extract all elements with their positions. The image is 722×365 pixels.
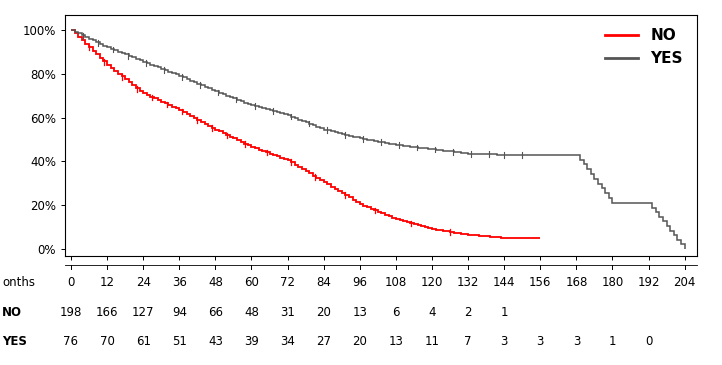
Text: 43: 43 bbox=[208, 335, 223, 348]
Text: 60: 60 bbox=[244, 276, 259, 289]
Text: 3: 3 bbox=[500, 335, 508, 348]
Text: 27: 27 bbox=[316, 335, 331, 348]
Text: 7: 7 bbox=[464, 335, 472, 348]
Text: 1: 1 bbox=[500, 306, 508, 319]
Text: 3: 3 bbox=[573, 335, 580, 348]
Text: 0: 0 bbox=[645, 335, 652, 348]
Text: 120: 120 bbox=[421, 276, 443, 289]
Text: 31: 31 bbox=[280, 306, 295, 319]
Text: 4: 4 bbox=[428, 306, 436, 319]
Text: 6: 6 bbox=[392, 306, 400, 319]
Text: 12: 12 bbox=[100, 276, 115, 289]
Text: 72: 72 bbox=[280, 276, 295, 289]
Text: 61: 61 bbox=[136, 335, 151, 348]
Text: 192: 192 bbox=[638, 276, 660, 289]
Text: 66: 66 bbox=[208, 306, 223, 319]
Text: 48: 48 bbox=[208, 276, 223, 289]
Text: onths: onths bbox=[2, 276, 35, 289]
Text: 24: 24 bbox=[136, 276, 151, 289]
Text: NO: NO bbox=[2, 306, 22, 319]
Text: 84: 84 bbox=[316, 276, 331, 289]
Text: 48: 48 bbox=[244, 306, 259, 319]
Text: 76: 76 bbox=[64, 335, 79, 348]
Text: 1: 1 bbox=[609, 335, 617, 348]
Text: 127: 127 bbox=[132, 306, 155, 319]
Text: 51: 51 bbox=[172, 335, 187, 348]
Text: 132: 132 bbox=[457, 276, 479, 289]
Text: 20: 20 bbox=[352, 335, 367, 348]
Text: 94: 94 bbox=[172, 306, 187, 319]
Text: 166: 166 bbox=[96, 306, 118, 319]
Legend: NO, YES: NO, YES bbox=[599, 22, 689, 72]
Text: 96: 96 bbox=[352, 276, 367, 289]
Text: 36: 36 bbox=[172, 276, 187, 289]
Text: 180: 180 bbox=[601, 276, 624, 289]
Text: 144: 144 bbox=[493, 276, 516, 289]
Text: 2: 2 bbox=[464, 306, 472, 319]
Text: 3: 3 bbox=[536, 335, 544, 348]
Text: 11: 11 bbox=[425, 335, 440, 348]
Text: 0: 0 bbox=[67, 276, 74, 289]
Text: 13: 13 bbox=[388, 335, 404, 348]
Text: 20: 20 bbox=[316, 306, 331, 319]
Text: 198: 198 bbox=[60, 306, 82, 319]
Text: 108: 108 bbox=[385, 276, 407, 289]
Text: 13: 13 bbox=[352, 306, 367, 319]
Text: 34: 34 bbox=[280, 335, 295, 348]
Text: 168: 168 bbox=[565, 276, 588, 289]
Text: YES: YES bbox=[2, 335, 27, 348]
Text: 39: 39 bbox=[244, 335, 259, 348]
Text: 70: 70 bbox=[100, 335, 115, 348]
Text: 204: 204 bbox=[674, 276, 696, 289]
Text: 156: 156 bbox=[529, 276, 552, 289]
